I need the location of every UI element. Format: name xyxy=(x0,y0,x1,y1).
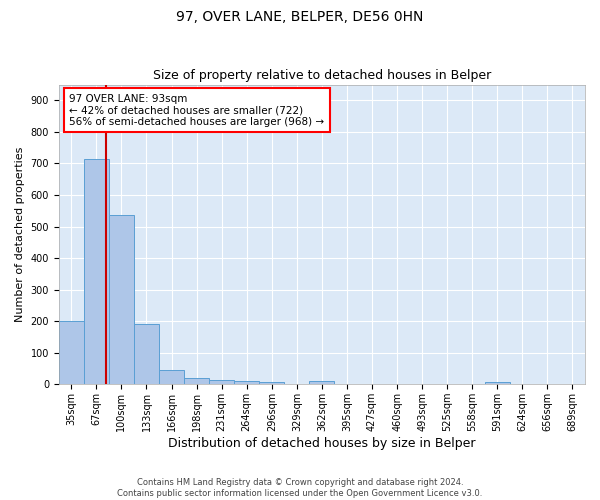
Text: 97 OVER LANE: 93sqm
← 42% of detached houses are smaller (722)
56% of semi-detac: 97 OVER LANE: 93sqm ← 42% of detached ho… xyxy=(70,94,325,126)
Title: Size of property relative to detached houses in Belper: Size of property relative to detached ho… xyxy=(153,69,491,82)
X-axis label: Distribution of detached houses by size in Belper: Distribution of detached houses by size … xyxy=(168,437,476,450)
Bar xyxy=(84,158,109,384)
Bar xyxy=(209,380,234,384)
Bar xyxy=(234,380,259,384)
Bar xyxy=(134,324,159,384)
Bar xyxy=(485,382,510,384)
Bar xyxy=(109,216,134,384)
Y-axis label: Number of detached properties: Number of detached properties xyxy=(15,146,25,322)
Bar xyxy=(259,382,284,384)
Bar xyxy=(59,321,84,384)
Text: 97, OVER LANE, BELPER, DE56 0HN: 97, OVER LANE, BELPER, DE56 0HN xyxy=(176,10,424,24)
Bar xyxy=(159,370,184,384)
Text: Contains HM Land Registry data © Crown copyright and database right 2024.
Contai: Contains HM Land Registry data © Crown c… xyxy=(118,478,482,498)
Bar xyxy=(184,378,209,384)
Bar xyxy=(310,382,334,384)
